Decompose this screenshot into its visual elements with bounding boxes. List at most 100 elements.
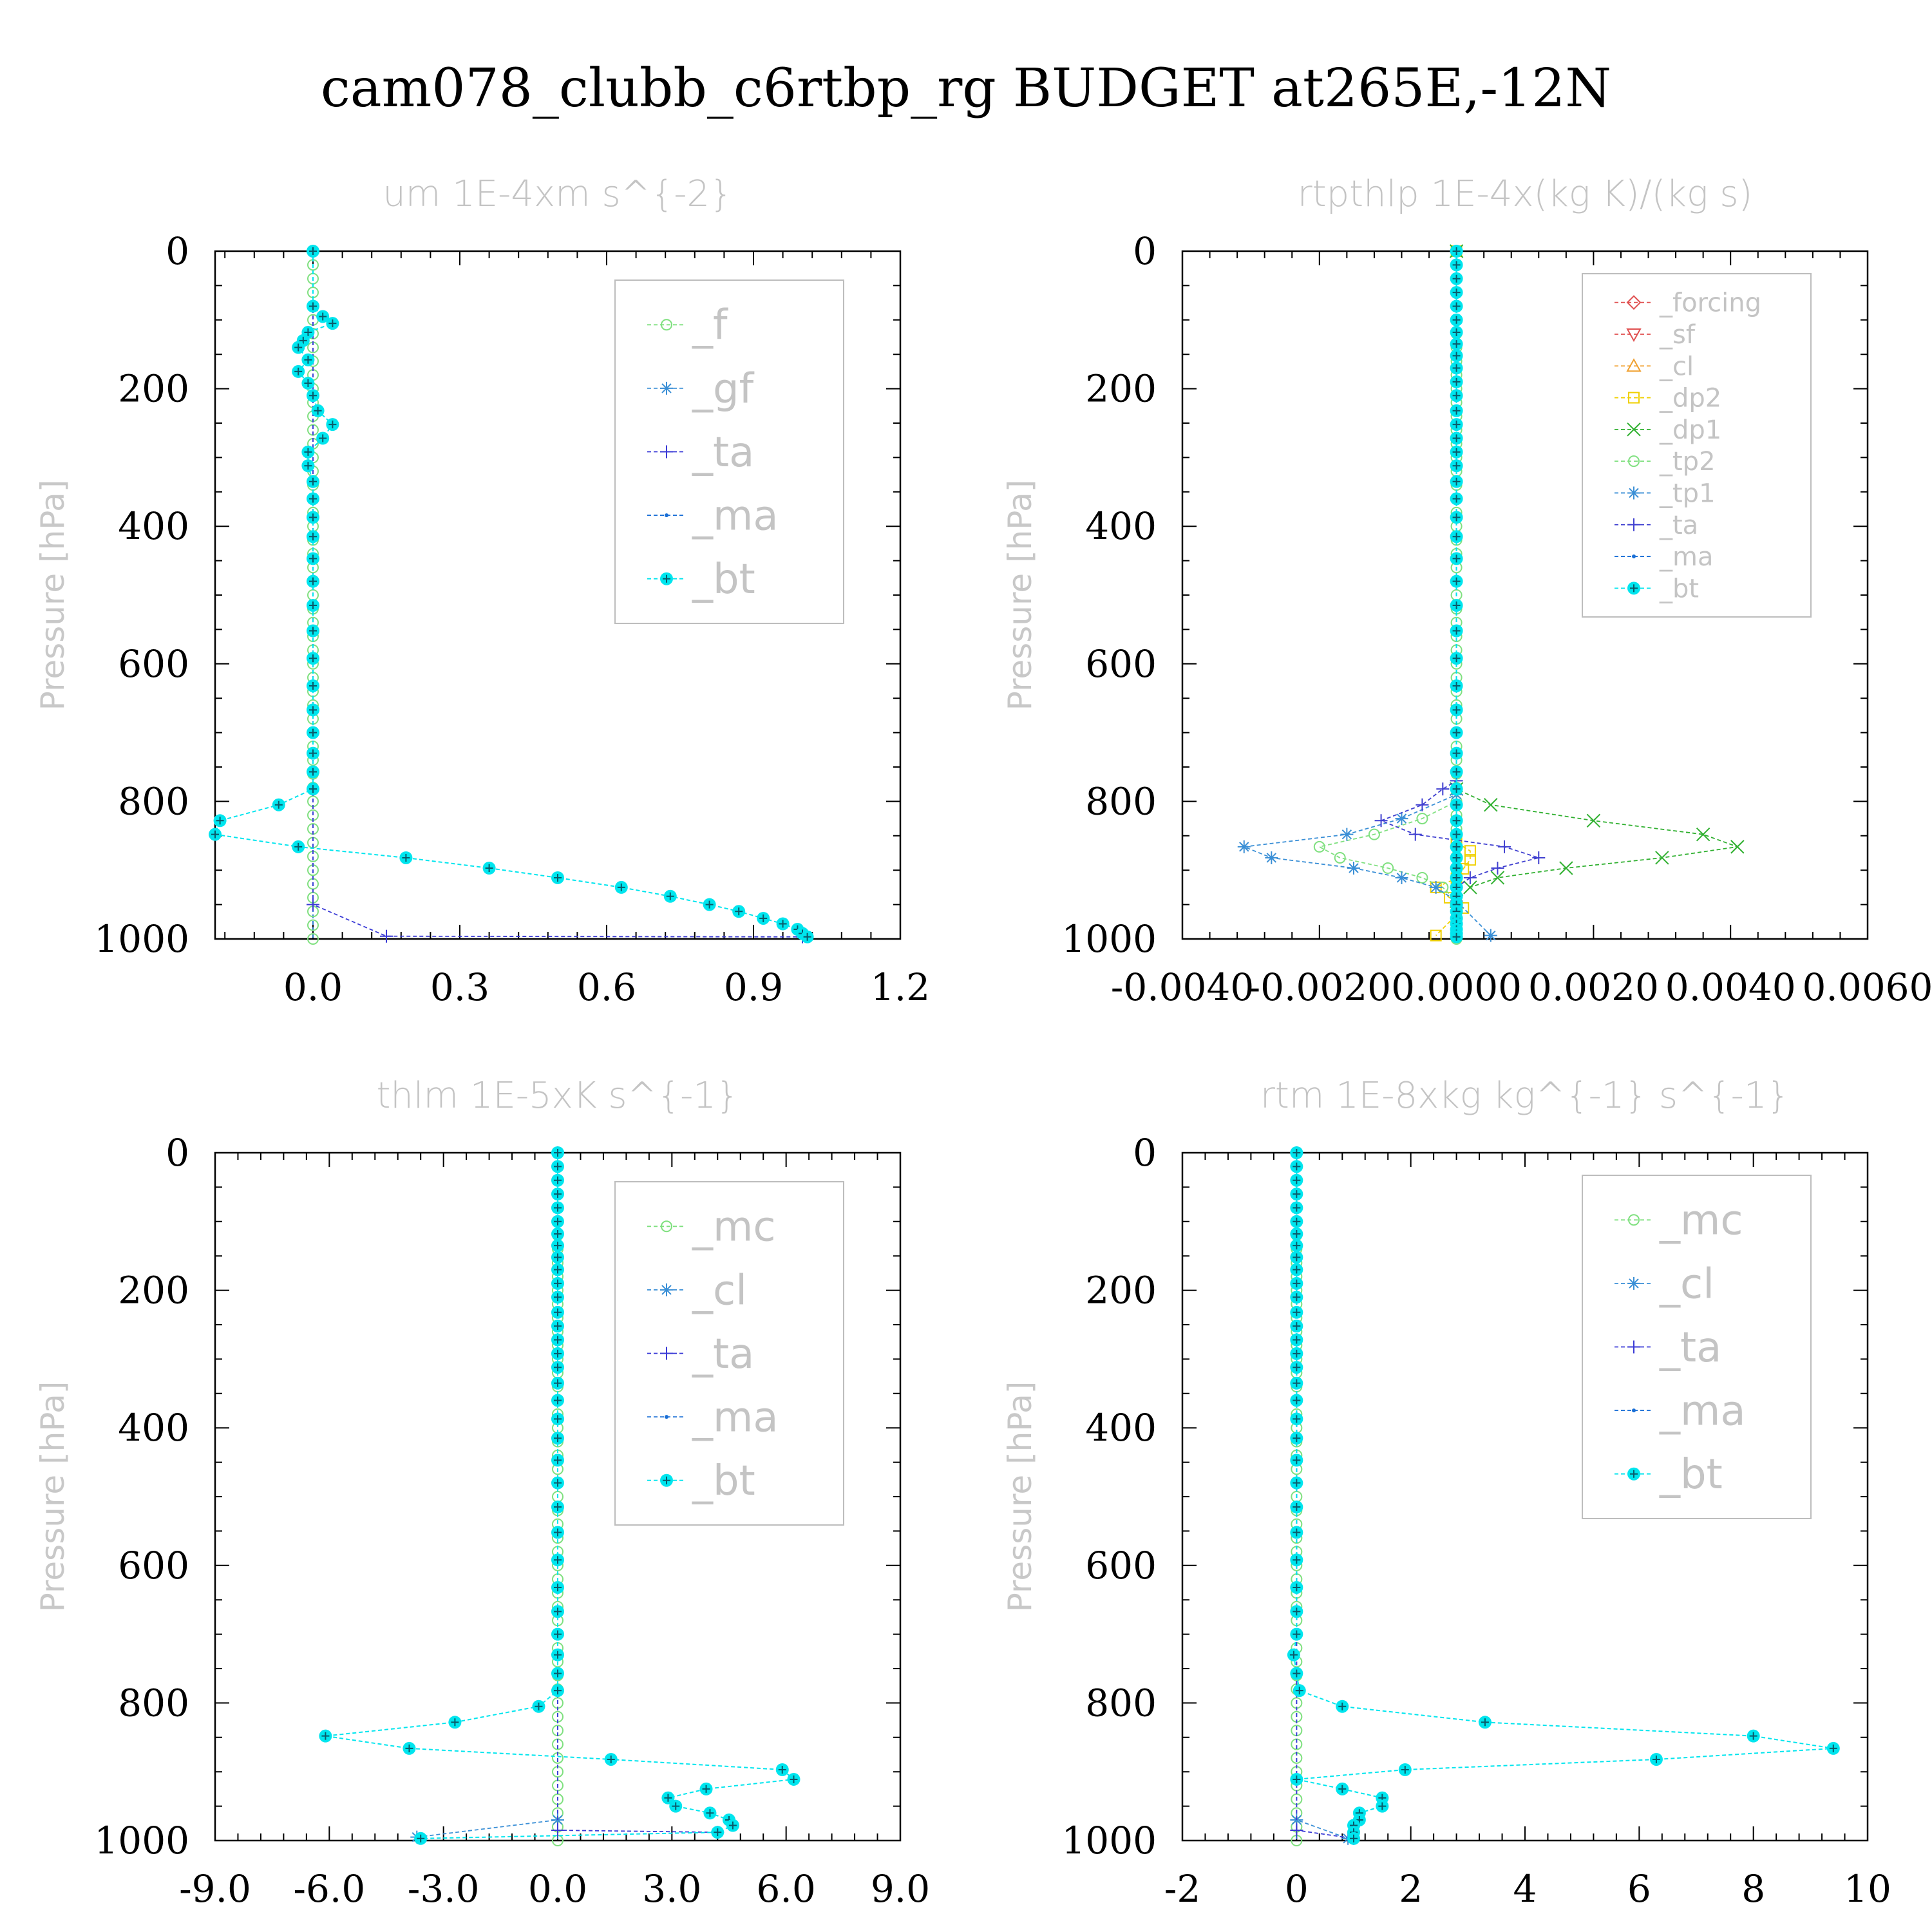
- series-bt: [1450, 245, 1463, 943]
- legend-marker: [665, 513, 668, 518]
- data-point-cross: [294, 367, 303, 375]
- series-bt: [1287, 1146, 1840, 1845]
- data-point: [1696, 827, 1710, 842]
- x-tick-label: 1.2: [871, 965, 930, 1009]
- legend-marker: [1627, 1340, 1640, 1354]
- legend-entry: _ta: [1615, 511, 1698, 540]
- data-point-cross: [1452, 577, 1461, 585]
- data-point-cross: [309, 477, 317, 486]
- y-tick-marks: [1182, 1152, 1868, 1841]
- legend: _mc _cl _ta _ma _bt: [614, 1181, 844, 1526]
- x-tick-label: 0.0000: [1391, 965, 1522, 1009]
- y-tick-label: 800: [118, 1681, 189, 1725]
- legend-label: _mc: [1659, 1197, 1743, 1245]
- panel-2: rtpthlp 1E-4x(kg K)/(kg s) Pressure [hPa]…: [1001, 173, 1932, 1009]
- data-point-cross: [554, 1363, 562, 1372]
- legend-label: _ta: [1659, 1324, 1721, 1372]
- panel-title: rtm 1E-8xkg kg^{-1} s^{-1}: [1260, 1075, 1790, 1117]
- data-point-cross: [309, 749, 317, 757]
- panel-grid: um 1E-4xm s^{-2}Pressure [hPa]0200400600…: [34, 173, 1932, 1911]
- data-point-cross: [554, 873, 562, 882]
- data-point-cross: [1293, 1162, 1301, 1171]
- data-point-cross: [554, 1607, 562, 1616]
- legend: _mc _cl _ta _ma _bt: [1582, 1175, 1812, 1519]
- legend-label: _dp1: [1659, 415, 1721, 445]
- data-point-cross: [1293, 1322, 1301, 1331]
- data-point-cross: [1293, 1279, 1301, 1287]
- legend-entry: _dp2: [1615, 384, 1721, 413]
- y-tick-label: 0: [1133, 1131, 1157, 1175]
- data-point-cross: [1293, 1253, 1301, 1262]
- data-point-cross: [1452, 873, 1461, 882]
- x-tick-label: -6.0: [293, 1867, 365, 1911]
- data-point: [1237, 840, 1251, 853]
- data-point-cross: [1452, 434, 1461, 442]
- data-point-cross: [1293, 1479, 1301, 1487]
- data-point-cross: [1481, 1718, 1489, 1727]
- data-point-cross: [1452, 800, 1461, 809]
- series-line: [312, 251, 803, 938]
- data-point-cross: [1452, 477, 1461, 486]
- data-point-cross: [1452, 853, 1461, 862]
- data-point-cross: [1338, 1702, 1347, 1710]
- data-point: [1395, 812, 1408, 826]
- y-tick-label: 1000: [1061, 1819, 1157, 1862]
- x-tick-label: 10: [1844, 1867, 1891, 1911]
- data-point-cross: [759, 914, 768, 922]
- data-point: [1436, 782, 1450, 796]
- y-tick-label: 800: [1085, 779, 1157, 823]
- legend: _forcing_sf_cl _dp2_dp1_tp2_tp1 _ta_ma_bt: [1582, 273, 1812, 618]
- legend-box: [1582, 1175, 1812, 1519]
- data-point-cross: [1652, 1755, 1660, 1763]
- data-point-cross: [1293, 1456, 1301, 1464]
- data-point: [1464, 845, 1476, 857]
- data-point-cross: [304, 448, 312, 456]
- data-point-cross: [554, 1349, 562, 1358]
- data-point-cross: [1293, 1293, 1301, 1302]
- data-point-cross: [309, 247, 317, 255]
- data-point-cross: [554, 1242, 562, 1250]
- legend-entry: _ma: [647, 1394, 779, 1442]
- data-point-cross: [1452, 749, 1461, 757]
- panel-title: um 1E-4xm s^{-2}: [383, 173, 732, 215]
- data-point-cross: [1452, 706, 1461, 714]
- data-point-cross: [1293, 1204, 1301, 1212]
- data-point: [1532, 851, 1546, 864]
- y-tick-marks: [215, 1152, 900, 1841]
- data-point-cross: [554, 1204, 562, 1212]
- legend-label: _mc: [692, 1204, 776, 1251]
- data-point-cross: [1293, 1349, 1301, 1358]
- x-tick-label: 4: [1513, 1867, 1537, 1911]
- data-point-cross: [319, 312, 327, 321]
- data-point-cross: [554, 1322, 562, 1331]
- data-point-cross: [1452, 830, 1461, 838]
- data-point-cross: [1293, 1630, 1301, 1638]
- data-point-cross: [1452, 328, 1461, 337]
- legend-entry: _sf: [1615, 320, 1696, 350]
- x-tick-label: -0.0020: [1248, 965, 1392, 1009]
- data-point: [1491, 862, 1504, 875]
- data-point: [307, 898, 319, 911]
- x-tick-label: 6.0: [757, 1867, 816, 1911]
- legend-label: _f: [692, 302, 728, 350]
- data-point-cross: [1293, 1607, 1301, 1616]
- data-point-cross: [299, 336, 307, 345]
- x-tick-marks: [1182, 251, 1868, 939]
- data-point-cross: [554, 1503, 562, 1511]
- data-point-cross: [1452, 274, 1461, 283]
- data-point-cross: [1350, 1834, 1358, 1842]
- panel-1: um 1E-4xm s^{-2} Pressure [hPa] 0 200 400 600…: [34, 173, 930, 1009]
- data-point-cross: [1293, 1363, 1301, 1372]
- data-point-cross: [1293, 1396, 1301, 1405]
- data-point: [1464, 854, 1476, 866]
- legend-marker: [1627, 486, 1640, 500]
- legend-entry: _bt: [647, 1457, 755, 1505]
- data-point-cross: [1293, 1415, 1301, 1423]
- data-point-cross: [1289, 1651, 1298, 1659]
- data-point-cross: [1293, 1503, 1301, 1511]
- legend-marker: [1627, 1276, 1640, 1290]
- y-tick-label: 600: [1085, 642, 1157, 686]
- legend-marker: [1628, 455, 1640, 468]
- legend-label: _ma: [1659, 1388, 1746, 1435]
- data-point-cross: [1452, 785, 1461, 793]
